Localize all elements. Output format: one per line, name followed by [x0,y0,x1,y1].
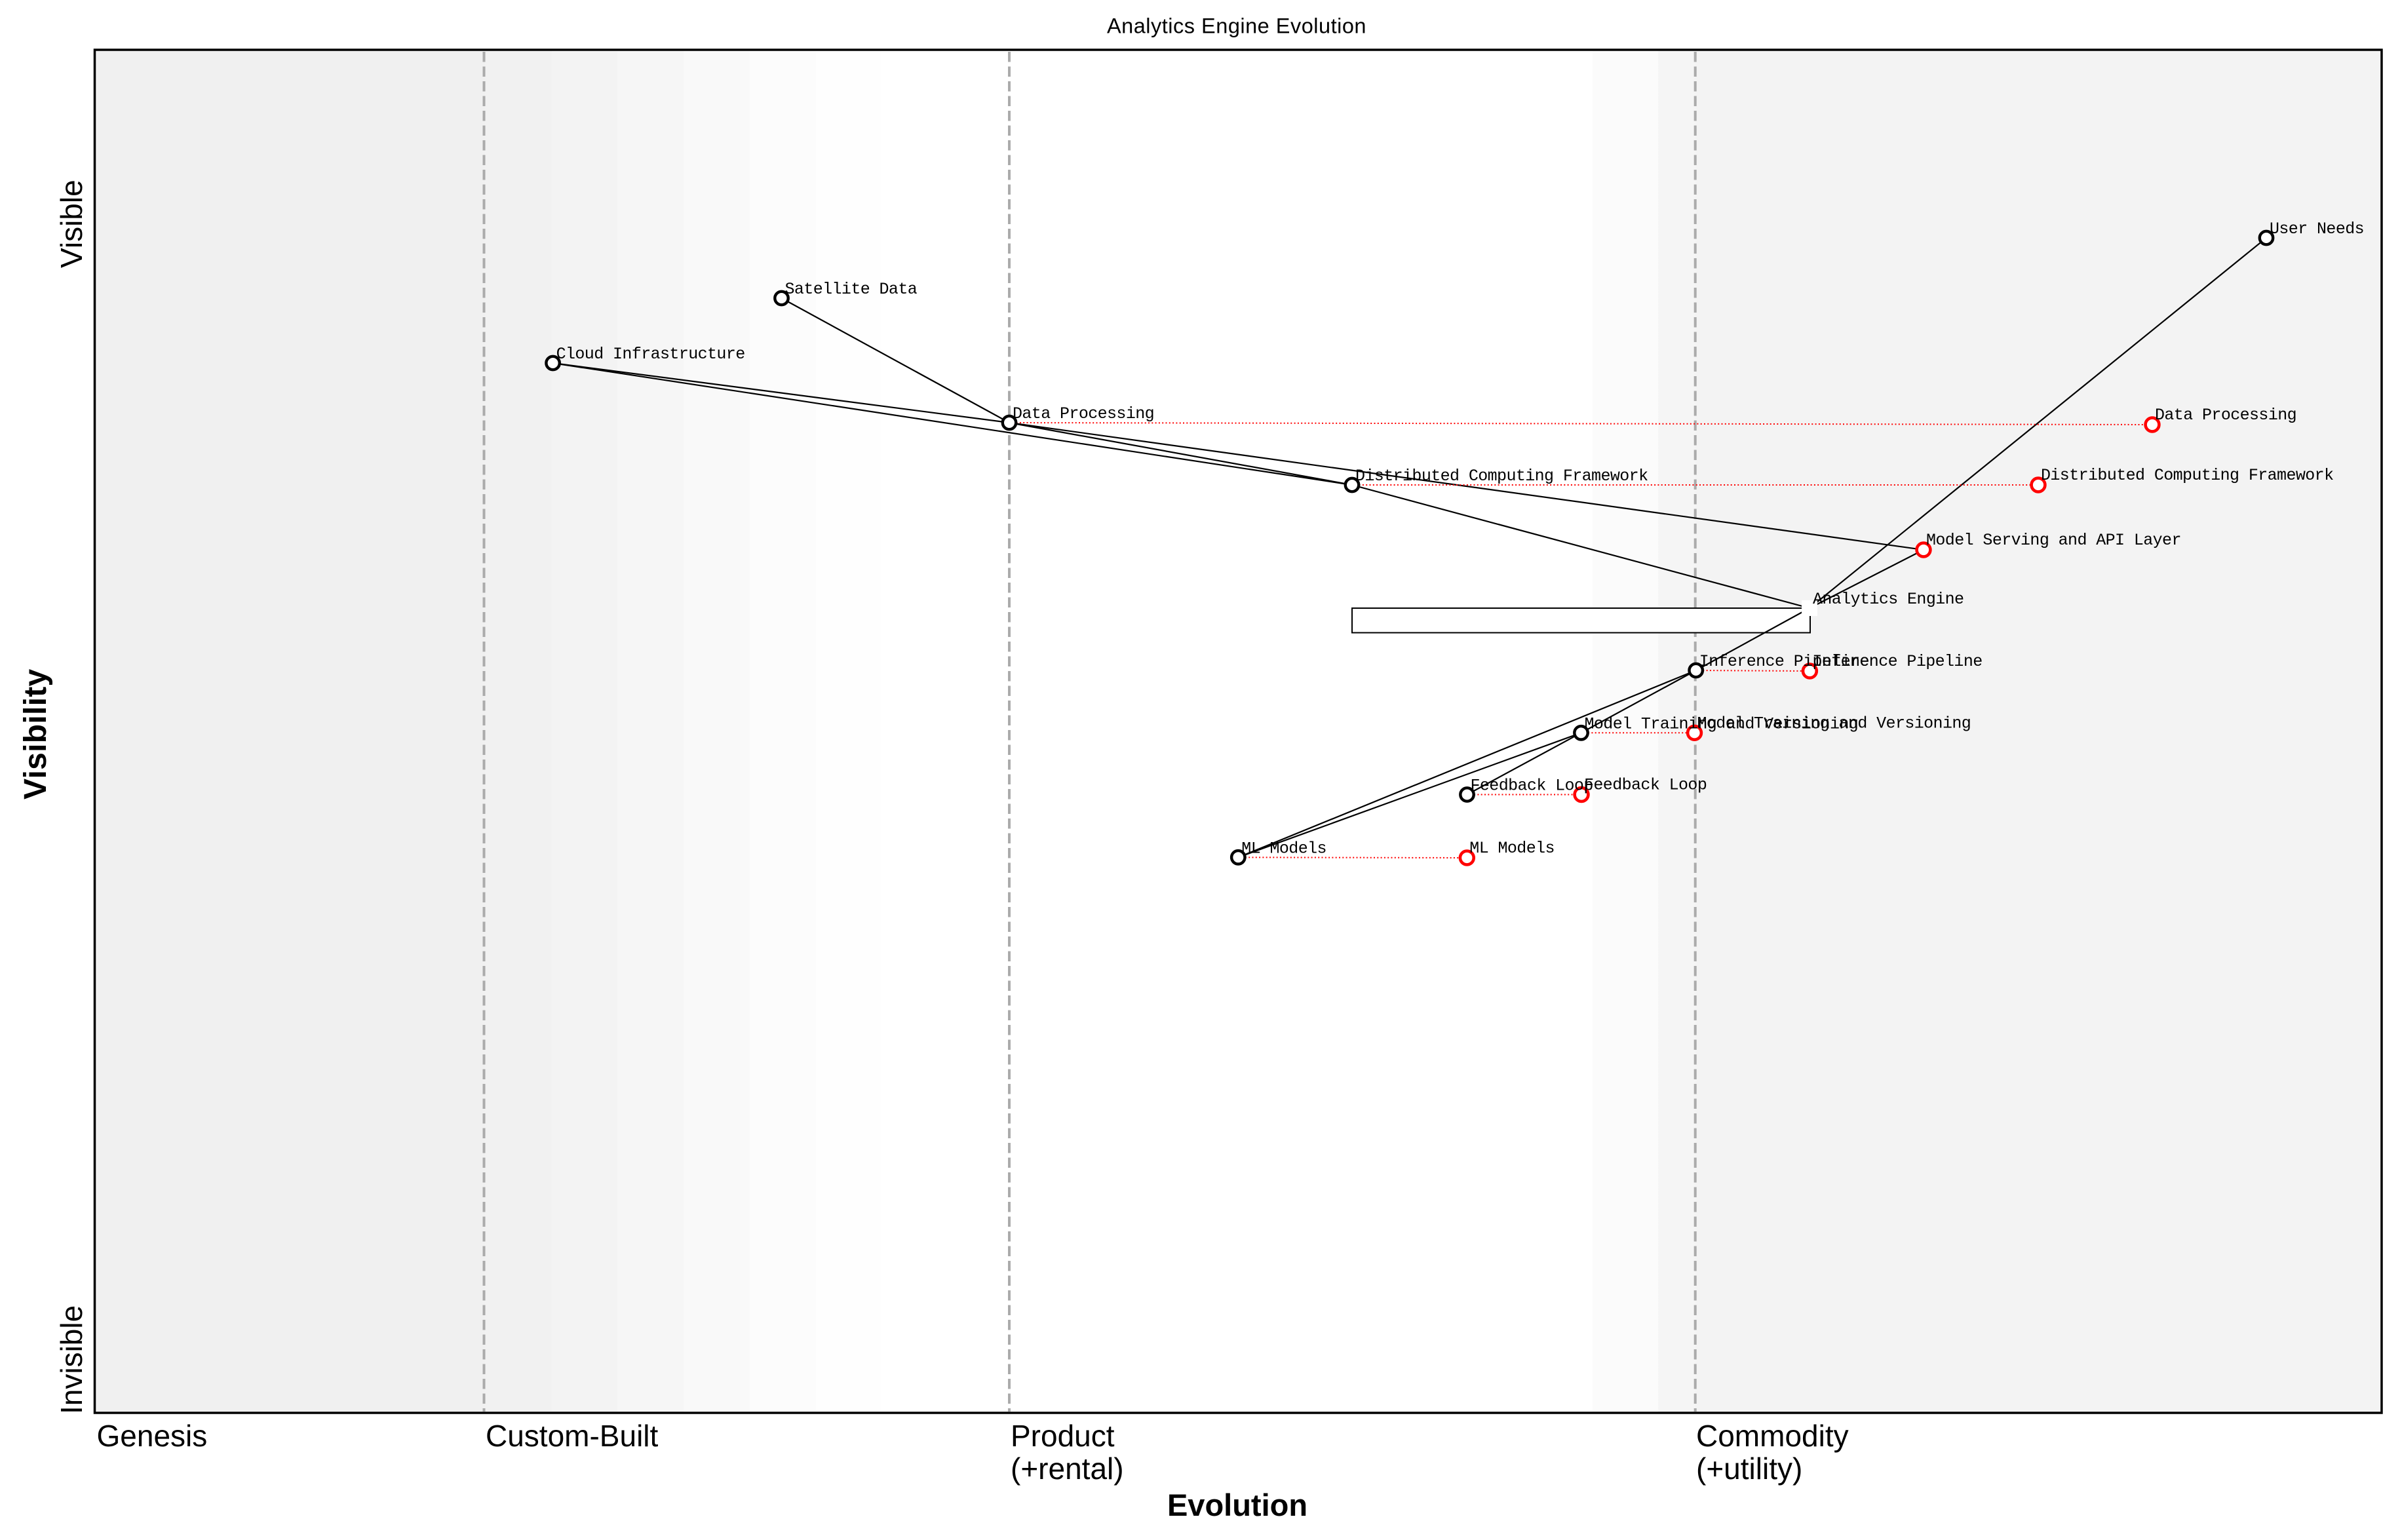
svg-text:Data Processing: Data Processing [1013,404,1154,423]
svg-text:Custom-Built: Custom-Built [486,1419,659,1453]
svg-text:Model Serving and API Layer: Model Serving and API Layer [1926,531,2181,550]
svg-text:Inference Pipeline: Inference Pipeline [1812,652,1982,671]
svg-text:Evolution: Evolution [1167,1488,1307,1522]
svg-text:Commodity: Commodity [1696,1419,1849,1453]
svg-text:(+utility): (+utility) [1696,1452,1802,1486]
svg-text:Satellite Data: Satellite Data [785,280,918,299]
svg-text:Analytics Engine: Analytics Engine [1813,590,1964,609]
svg-text:Invisible: Invisible [54,1305,88,1414]
svg-text:Model Training and Versioning: Model Training and Versioning [1585,714,1859,733]
svg-text:Genesis: Genesis [97,1419,208,1453]
svg-text:Inference Pipeline: Inference Pipeline [1699,652,1869,671]
svg-text:Feedback Loop: Feedback Loop [1471,777,1593,796]
svg-text:ML Models: ML Models [1241,839,1326,858]
svg-text:Distributed Computing Framewor: Distributed Computing Framework [2041,466,2333,485]
svg-text:Analytics Engine Evolution: Analytics Engine Evolution [1107,14,1366,38]
svg-text:Distributed Computing Framewor: Distributed Computing Framework [1355,467,1648,486]
svg-text:User Needs: User Needs [2270,220,2364,239]
svg-text:Product: Product [1011,1419,1115,1453]
svg-text:Model Training and Versioning: Model Training and Versioning [1697,714,1971,733]
svg-text:Visibility: Visibility [18,668,53,799]
svg-text:Data Processing: Data Processing [2155,406,2296,425]
svg-text:Feedback Loop: Feedback Loop [1584,776,1707,795]
svg-text:(+rental): (+rental) [1011,1452,1124,1486]
svg-text:Cloud Infrastructure: Cloud Infrastructure [556,345,745,364]
svg-text:Visible: Visible [54,180,88,268]
svg-text:ML Models: ML Models [1469,839,1555,858]
